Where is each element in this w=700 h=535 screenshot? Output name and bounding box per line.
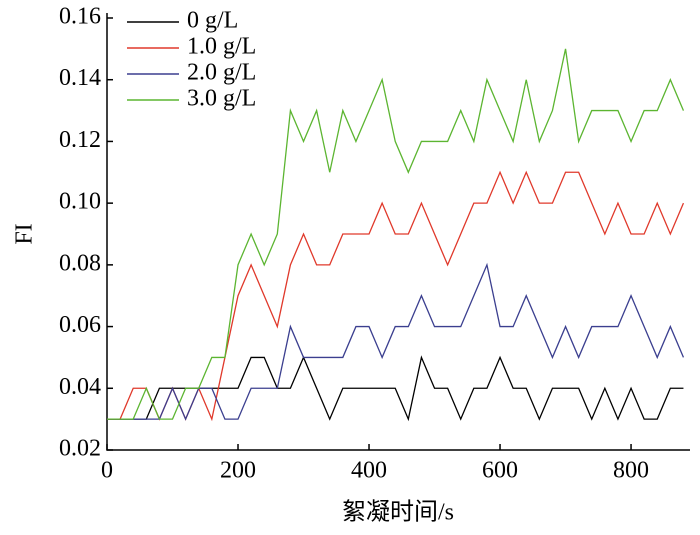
legend-label: 0 g/L bbox=[187, 8, 238, 34]
y-tick-label: 0.10 bbox=[59, 189, 101, 215]
series-line bbox=[107, 170, 685, 422]
x-tick-label: 400 bbox=[351, 458, 387, 484]
y-tick-label: 0.12 bbox=[59, 127, 101, 153]
legend-label: 2.0 g/L bbox=[187, 60, 256, 86]
legend-label: 3.0 g/L bbox=[187, 86, 256, 112]
series-line bbox=[107, 48, 685, 420]
series-line bbox=[107, 262, 685, 421]
y-tick-label: 0.16 bbox=[59, 4, 101, 30]
x-tick-label: 0 bbox=[101, 458, 113, 484]
x-tick-label: 600 bbox=[482, 458, 518, 484]
y-tick-label: 0.02 bbox=[59, 436, 101, 462]
y-tick-label: 0.06 bbox=[59, 312, 101, 338]
x-axis-label: 絮凝时间/s bbox=[342, 499, 454, 526]
legend-label: 1.0 g/L bbox=[187, 34, 256, 60]
y-axis-label: FI bbox=[12, 223, 38, 244]
x-tick-label: 200 bbox=[220, 458, 256, 484]
y-tick-label: 0.08 bbox=[59, 250, 101, 276]
x-tick-label: 800 bbox=[613, 458, 649, 484]
y-tick-label: 0.14 bbox=[59, 65, 101, 91]
y-tick-label: 0.04 bbox=[59, 374, 101, 400]
